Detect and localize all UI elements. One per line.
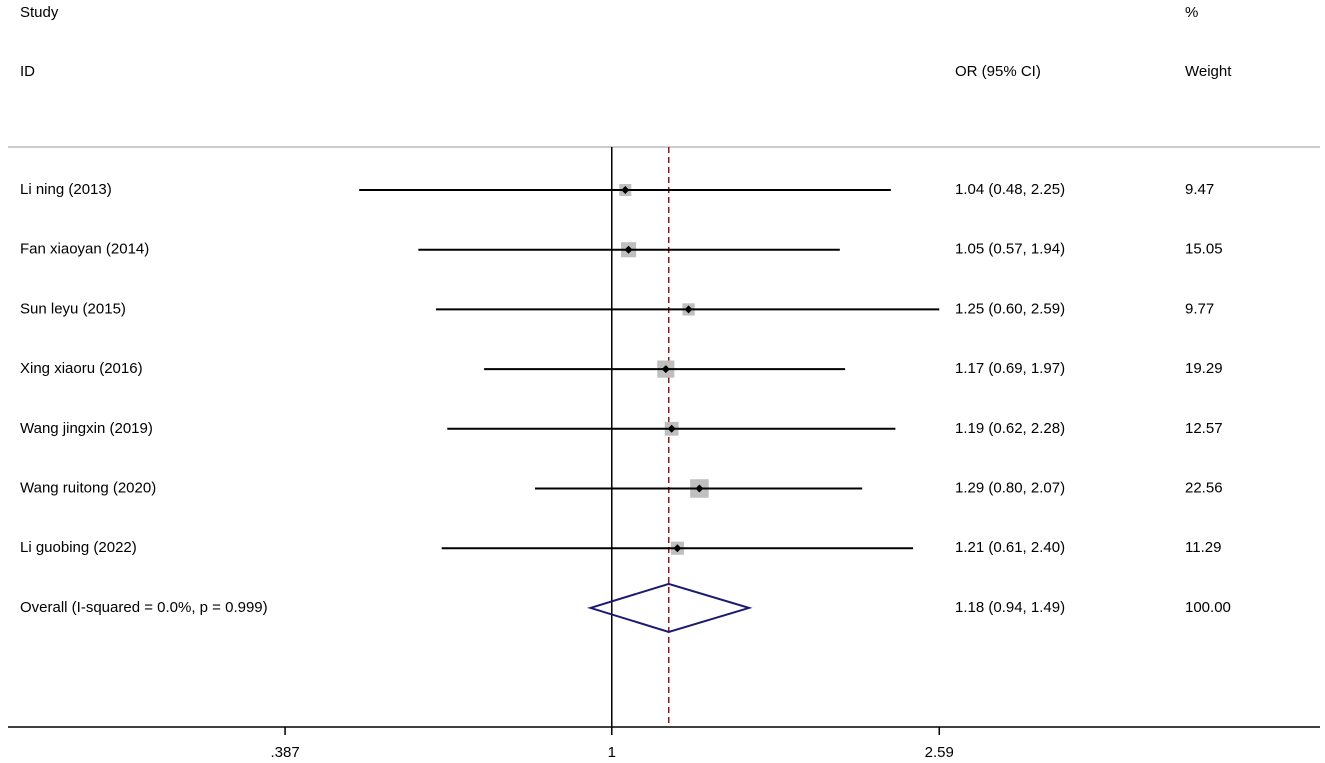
weight-label: 12.57 bbox=[1185, 420, 1223, 437]
column-header: % bbox=[1185, 4, 1198, 21]
ci-label: 1.21 (0.61, 2.40) bbox=[955, 539, 1065, 556]
column-header: ID bbox=[20, 63, 35, 80]
ci-label: 1.17 (0.69, 1.97) bbox=[955, 360, 1065, 377]
ci-label: 1.29 (0.80, 2.07) bbox=[955, 479, 1065, 496]
point-estimate bbox=[661, 365, 670, 374]
x-tick-label: 2.59 bbox=[925, 744, 954, 761]
ci-label: 1.04 (0.48, 2.25) bbox=[955, 181, 1065, 198]
overall-ci-label: 1.18 (0.94, 1.49) bbox=[955, 599, 1065, 616]
x-tick-label: 1 bbox=[608, 744, 616, 761]
study-name: Fan xiaoyan (2014) bbox=[20, 241, 149, 258]
ci-label: 1.19 (0.62, 2.28) bbox=[955, 420, 1065, 437]
column-header: OR (95% CI) bbox=[955, 63, 1041, 80]
ci-label: 1.05 (0.57, 1.94) bbox=[955, 241, 1065, 258]
study-name: Li guobing (2022) bbox=[20, 539, 137, 556]
point-estimate bbox=[684, 305, 693, 314]
point-estimate bbox=[621, 186, 630, 194]
overall-diamond bbox=[587, 582, 753, 633]
study-name: Wang jingxin (2019) bbox=[20, 420, 153, 437]
study-name: Sun leyu (2015) bbox=[20, 300, 126, 317]
column-header: Weight bbox=[1185, 63, 1232, 80]
column-header: Study bbox=[20, 4, 59, 21]
point-estimate bbox=[624, 245, 633, 254]
weight-label: 9.47 bbox=[1185, 181, 1214, 198]
point-estimate bbox=[673, 544, 682, 553]
weight-label: 11.29 bbox=[1185, 539, 1221, 556]
x-tick-label: .387 bbox=[270, 744, 299, 761]
overall-weight-label: 100.00 bbox=[1185, 599, 1231, 616]
weight-label: 19.29 bbox=[1185, 360, 1223, 377]
overall-name: Overall (I-squared = 0.0%, p = 0.999) bbox=[20, 599, 268, 616]
weight-label: 22.56 bbox=[1185, 479, 1223, 496]
weight-label: 15.05 bbox=[1185, 241, 1223, 258]
ci-label: 1.25 (0.60, 2.59) bbox=[955, 300, 1065, 317]
study-name: Xing xiaoru (2016) bbox=[20, 360, 143, 377]
weight-label: 9.77 bbox=[1185, 300, 1214, 317]
study-name: Wang ruitong (2020) bbox=[20, 479, 156, 496]
point-estimate bbox=[695, 484, 704, 493]
point-estimate bbox=[667, 424, 676, 433]
study-name: Li ning (2013) bbox=[20, 181, 112, 198]
